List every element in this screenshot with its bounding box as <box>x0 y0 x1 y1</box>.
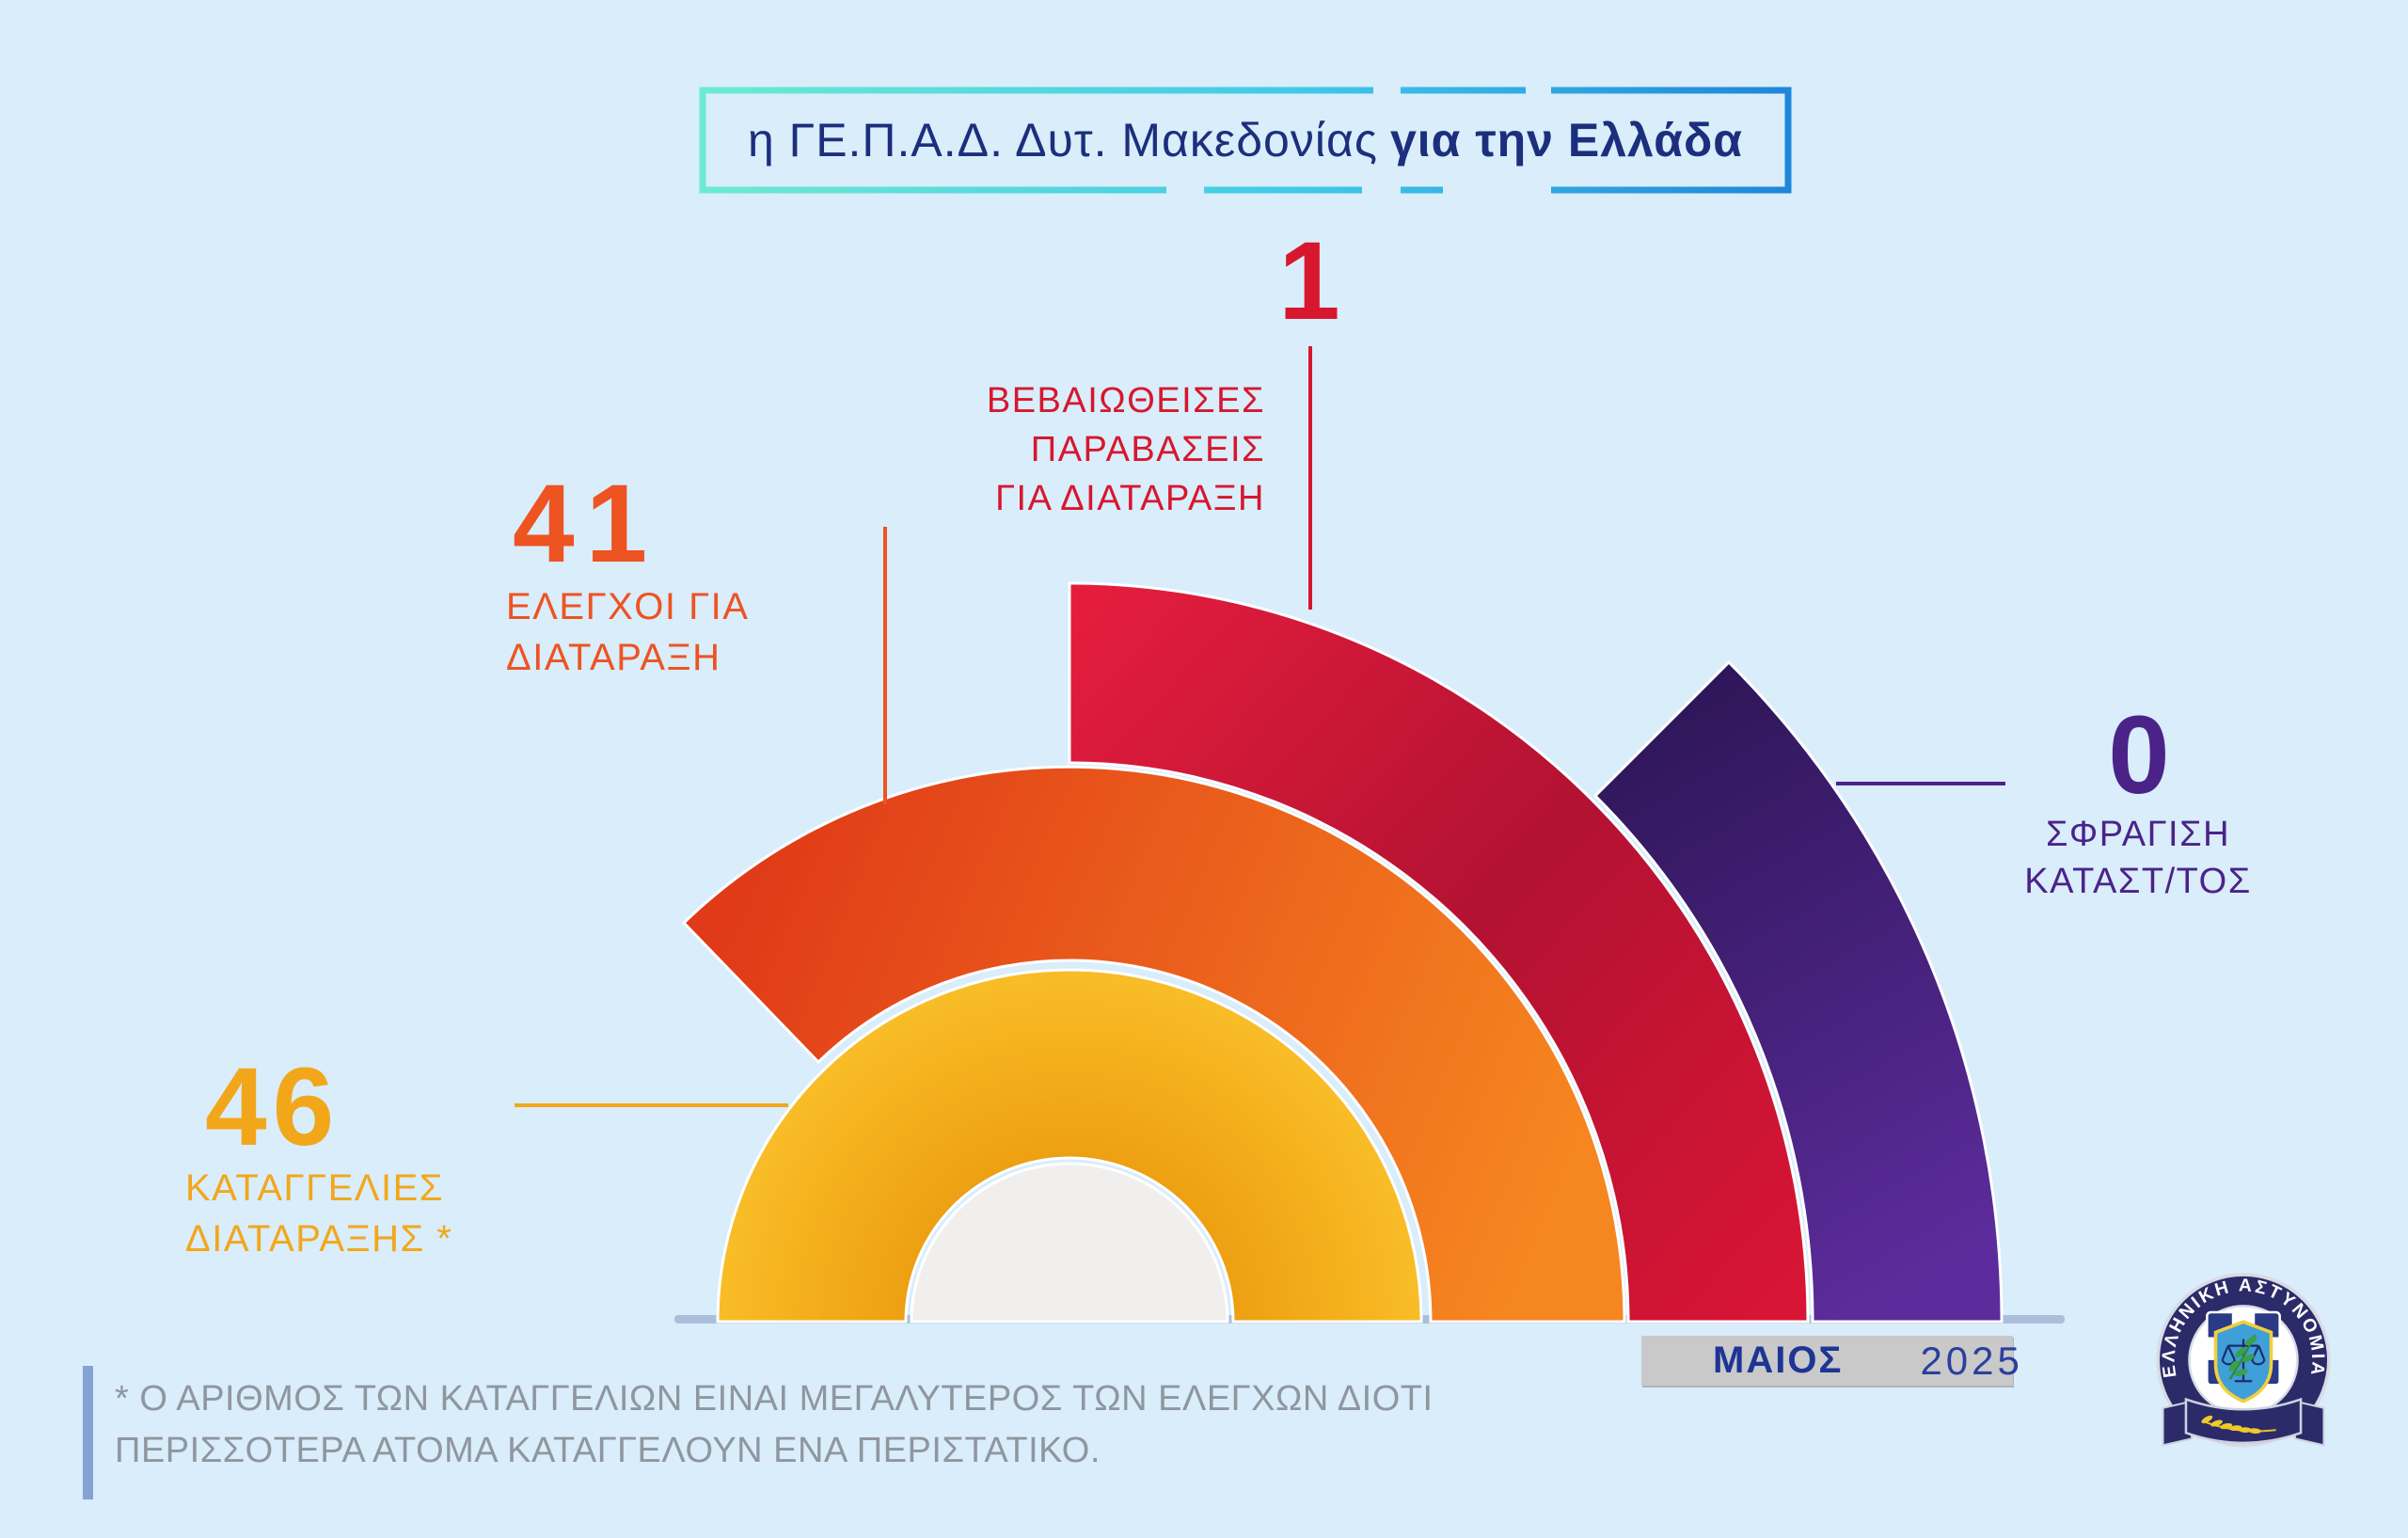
petal-checks-orange <box>681 765 1626 1324</box>
violations-value: 1 <box>1278 219 1346 343</box>
date-badge-year: 2025 <box>1920 1338 2023 1383</box>
petal-complaints-yellow <box>716 968 1423 1324</box>
violations-label-line2: ΠΑΡΑΒΑΣΕΙΣ <box>1030 430 1265 469</box>
footnote-line2: ΠΕΡΙΣΣΟΤΕΡΑ ΑΤΟΜΑ ΚΑΤΑΓΓΕΛΟΥΝ ΕΝΑ ΠΕΡΙΣΤ… <box>115 1431 1101 1470</box>
logo-scales-icon <box>2221 1339 2266 1383</box>
petal-sealings-purple <box>1592 659 2004 1324</box>
petal-violations-red <box>1068 581 1810 1324</box>
title-frame-left-segment <box>699 87 1373 194</box>
page-title-emphasis: για την Ελλάδα <box>1389 114 1744 166</box>
checks-label-line2: ΔΙΑΤΑΡΑΞΗ <box>506 637 721 678</box>
hellenic-police-logo: ΕΛΛΗΝΙΚΗ ΑΣΤΥΝΟΜΙΑ <box>2156 1273 2331 1448</box>
title-frame <box>699 87 1792 194</box>
chart-inner-core <box>910 1162 1229 1324</box>
page-title: η ΓΕ.Π.Α.Δ. Δυτ. Μακεδονίας για την Ελλά… <box>703 90 1788 190</box>
footnote: * Ο ΑΡΙΘΜΟΣ ΤΩΝ ΚΑΤΑΓΓΕΛΙΩΝ ΕΙΝΑΙ ΜΕΓΑΛΥ… <box>115 1373 1434 1477</box>
sealings-label-line2: ΚΑΤΑΣΤ/ΤΟΣ <box>2024 862 2252 901</box>
date-badge-month: ΜΑΙΟΣ <box>1713 1340 1844 1381</box>
complaints-label-line1: ΚΑΤΑΓΓΕΛΙΕΣ <box>185 1167 445 1209</box>
sealings-label-line1: ΣΦΡΑΓΙΣΗ <box>2045 815 2231 854</box>
date-badge: ΜΑΙΟΣ 2025 <box>1641 1336 2020 1386</box>
complaints-label: ΚΑΤΑΓΓΕΛΙΕΣ ΔΙΑΤΑΡΑΞΗΣ * <box>185 1163 452 1264</box>
page-title-prefix: η ΓΕ.Π.Α.Δ. Δυτ. Μακεδονίας <box>747 114 1378 166</box>
logo-laurel <box>2201 1415 2276 1435</box>
logo-ribbon <box>2162 1397 2325 1447</box>
sealings-label: ΣΦΡΑΓΙΣΗ ΚΑΤΑΣΤ/ΤΟΣ <box>2004 811 2273 905</box>
checks-label-line1: ΕΛΕΓΧΟΙ ΓΙΑ <box>506 586 750 627</box>
logo-olive-branch <box>2228 1334 2258 1380</box>
logo-outer-rim <box>2156 1273 2331 1448</box>
logo-shield <box>2213 1320 2273 1403</box>
complaints-value: 46 <box>205 1045 341 1169</box>
violations-label-line1: ΒΕΒΑΙΩΘΕΙΣΕΣ <box>986 381 1265 420</box>
checks-label: ΕΛΕΓΧΟΙ ΓΙΑ ΔΙΑΤΑΡΑΞΗ <box>506 581 749 683</box>
checks-value: 41 <box>513 462 659 586</box>
footnote-line1: * Ο ΑΡΙΘΜΟΣ ΤΩΝ ΚΑΤΑΓΓΕΛΙΩΝ ΕΙΝΑΙ ΜΕΓΑΛΥ… <box>115 1379 1434 1419</box>
title-frame-right-segment <box>1551 87 1792 194</box>
sealings-value: 0 <box>2108 693 2176 817</box>
violations-label: ΒΕΒΑΙΩΘΕΙΣΕΣ ΠΑΡΑΒΑΣΕΙΣ ΓΙΑ ΔΙΑΤΑΡΑΞΗ <box>941 376 1265 523</box>
complaints-label-line2: ΔΙΑΤΑΡΑΞΗΣ * <box>185 1218 453 1260</box>
violations-label-line3: ΓΙΑ ΔΙΑΤΑΡΑΞΗ <box>995 479 1265 518</box>
footnote-accent-bar <box>83 1366 93 1499</box>
